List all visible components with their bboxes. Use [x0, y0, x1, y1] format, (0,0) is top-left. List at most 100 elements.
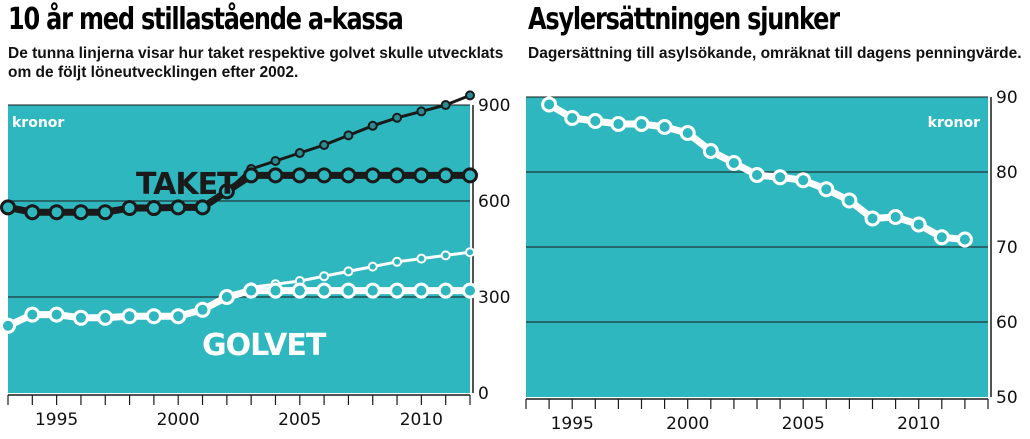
data-point	[956, 231, 973, 248]
y-tick-label: 70	[996, 238, 1018, 258]
chart-right: Asylersättningen sjunker Dagersättning t…	[520, 0, 1030, 439]
x-tick-label: 2010	[897, 414, 940, 434]
data-point	[316, 167, 333, 184]
data-point	[440, 250, 451, 261]
data-point	[772, 169, 789, 186]
chart-left-svg: 900 600 300 0 1995 2000 2005 2010 kronor TAKET GOL…	[0, 90, 510, 430]
data-point	[413, 282, 430, 299]
data-point	[440, 100, 451, 110]
data-point	[194, 301, 211, 318]
data-point	[364, 282, 381, 299]
data-point	[633, 116, 650, 132]
chart-right-svg: 90 80 70 60 50 1995 2000 2005 2010 kronor	[525, 88, 1018, 434]
data-point	[319, 271, 330, 282]
data-point	[0, 199, 16, 216]
chart-left: 10 år med stillastående a-kassa De tunna…	[0, 2, 510, 430]
series-0	[0, 167, 478, 221]
data-point	[389, 167, 406, 184]
data-point	[316, 282, 333, 299]
data-point	[437, 282, 454, 299]
data-point	[933, 229, 950, 246]
data-point	[48, 306, 65, 323]
chart-subtitle: Dagersättning till asylsökande, omräknat…	[528, 45, 1022, 62]
data-point	[48, 204, 65, 221]
series-label: TAKET	[136, 167, 238, 202]
chart-title: 10 år med stillastående a-kassa	[8, 2, 404, 37]
data-point	[97, 204, 114, 221]
data-point	[121, 200, 138, 217]
data-point	[170, 199, 187, 216]
series-label: GOLVET	[202, 328, 327, 363]
data-point	[656, 119, 673, 135]
chart-subtitle: De tunna linjerna visar hur taket respek…	[8, 45, 504, 81]
series-0	[541, 96, 973, 248]
data-point	[364, 167, 381, 184]
data-point	[610, 116, 627, 132]
data-point	[465, 247, 475, 258]
data-point	[194, 199, 211, 216]
y-tick-label: 600	[478, 192, 510, 212]
y-tick-label: 300	[478, 288, 510, 308]
data-point	[389, 282, 406, 299]
data-point	[145, 308, 162, 325]
y-tick-label: 80	[996, 163, 1018, 183]
data-point	[413, 167, 430, 184]
data-point	[72, 309, 89, 326]
data-point	[367, 120, 378, 131]
data-point	[367, 261, 378, 272]
data-point	[587, 113, 604, 129]
data-point	[864, 210, 881, 227]
data-point	[72, 204, 89, 221]
plot-background	[8, 105, 470, 393]
y-tick-label: 0	[478, 384, 489, 404]
data-point	[291, 167, 308, 184]
data-point	[319, 140, 330, 150]
x-tick-label: 1995	[35, 410, 78, 430]
x-tick-label: 2010	[400, 410, 443, 430]
data-point	[24, 204, 41, 221]
data-point	[841, 192, 858, 209]
data-point	[343, 130, 354, 141]
data-point	[416, 106, 427, 117]
data-point	[887, 209, 904, 225]
data-point	[243, 167, 260, 184]
data-point	[97, 309, 114, 326]
data-point	[465, 90, 475, 101]
x-tick-label: 2000	[157, 410, 200, 430]
data-point	[24, 306, 41, 323]
data-point	[343, 266, 354, 277]
data-point	[416, 253, 427, 264]
data-point	[437, 167, 454, 184]
data-point	[267, 282, 284, 299]
data-point	[725, 155, 742, 171]
x-tick-label: 2000	[666, 414, 709, 434]
data-point	[0, 317, 16, 334]
data-point	[541, 96, 558, 113]
data-point	[294, 148, 305, 158]
x-tick-label: 2005	[782, 414, 825, 434]
unit-label: kronor	[928, 115, 980, 131]
data-point	[218, 289, 235, 305]
chart-title: Asylersättningen sjunker	[528, 2, 840, 37]
y-tick-label: 900	[478, 96, 510, 116]
data-point	[170, 308, 187, 325]
data-point	[392, 256, 403, 267]
data-point	[340, 282, 357, 299]
data-point	[392, 112, 403, 123]
data-point	[462, 167, 478, 184]
data-point	[818, 181, 835, 198]
data-point	[679, 125, 696, 141]
data-point	[121, 308, 138, 325]
data-point	[340, 167, 357, 184]
y-tick-label: 60	[996, 313, 1018, 333]
data-point	[270, 156, 281, 166]
data-point	[218, 183, 235, 200]
unit-label: kronor	[12, 115, 64, 131]
data-point	[145, 200, 162, 217]
data-point	[564, 110, 581, 126]
data-point	[749, 167, 765, 183]
y-tick-label: 50	[996, 388, 1018, 408]
data-point	[243, 282, 260, 299]
series-2	[0, 282, 478, 334]
data-point	[267, 167, 284, 184]
